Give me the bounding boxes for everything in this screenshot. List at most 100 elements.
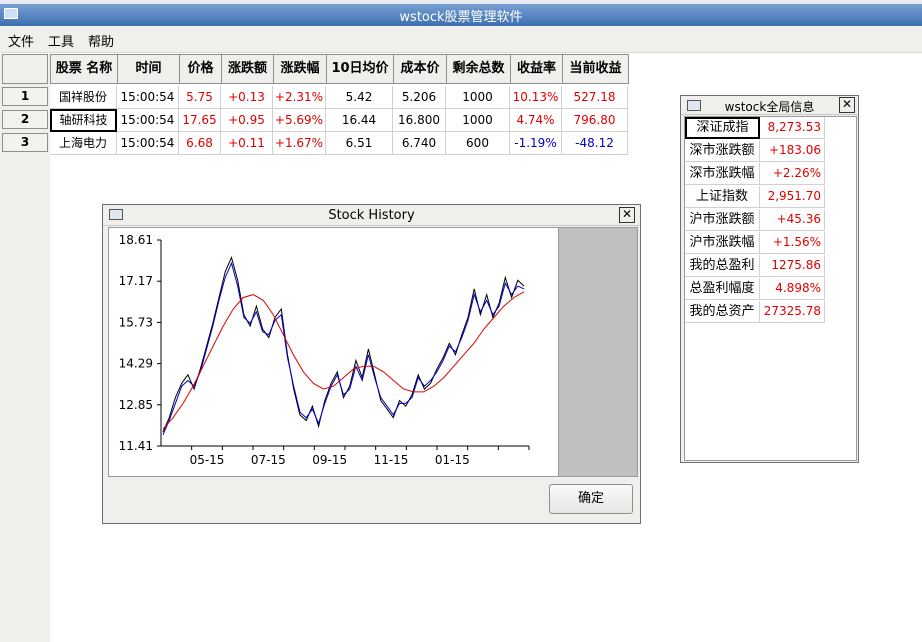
- table-cell[interactable]: -48.12: [562, 132, 628, 155]
- table-cell[interactable]: 4.74%: [510, 109, 562, 132]
- column-header[interactable]: 收益率: [510, 54, 563, 84]
- info-table: 深证成指 8,273.53 深市涨跌额 +183.06 深市涨跌幅 +2.26% 上证指数 2…: [684, 116, 857, 461]
- ok-button[interactable]: 确定: [549, 484, 633, 514]
- info-label[interactable]: 沪市涨跌额: [685, 209, 760, 231]
- series-line-2: [162, 291, 525, 430]
- table-cell[interactable]: 轴研科技: [50, 109, 117, 132]
- table-cell[interactable]: +0.95: [221, 109, 273, 132]
- info-label[interactable]: 总盈利幅度: [685, 278, 760, 300]
- table-cell[interactable]: 1000: [446, 86, 510, 109]
- table-cell[interactable]: 6.68: [179, 132, 221, 155]
- info-label[interactable]: 上证指数: [685, 186, 760, 208]
- column-header[interactable]: 涨跌幅: [273, 54, 327, 84]
- table-cell[interactable]: 796.80: [562, 109, 628, 132]
- row-header-gutter: [0, 54, 50, 642]
- column-header[interactable]: 股票 名称: [50, 54, 118, 84]
- table-cell[interactable]: +2.31%: [273, 86, 326, 109]
- column-header[interactable]: 时间: [117, 54, 180, 84]
- row-header[interactable]: 1: [2, 87, 48, 106]
- table-cell[interactable]: 15:00:54: [117, 132, 179, 155]
- table-cell[interactable]: 16.800: [393, 109, 446, 132]
- info-label[interactable]: 我的总盈利: [685, 255, 760, 277]
- y-tick-label: 14.29: [119, 357, 153, 371]
- row-header[interactable]: 3: [2, 133, 48, 152]
- row-header[interactable]: 2: [2, 110, 48, 129]
- y-tick-label: 12.85: [119, 398, 153, 412]
- info-label[interactable]: 我的总资产: [685, 301, 760, 323]
- table-cell[interactable]: 16.44: [326, 109, 393, 132]
- info-label[interactable]: 深市涨跌额: [685, 140, 760, 162]
- close-button[interactable]: ✕: [619, 207, 635, 223]
- stock-history-dialog: Stock History ✕ 18.61 17.17 15.73 14.29 12.8…: [102, 204, 641, 524]
- menu-help[interactable]: 帮助: [88, 35, 115, 50]
- table-cell[interactable]: +5.69%: [273, 109, 326, 132]
- app-icon[interactable]: [4, 8, 18, 19]
- x-tick-label: 07-15: [251, 453, 286, 467]
- info-label[interactable]: 深证成指: [685, 117, 760, 139]
- window-icon[interactable]: [687, 100, 701, 111]
- top-strip: [0, 0, 922, 4]
- table-cell[interactable]: 5.75: [179, 86, 221, 109]
- info-label[interactable]: 沪市涨跌幅: [685, 232, 760, 254]
- x-tick-label: 01-15: [435, 453, 470, 467]
- info-value[interactable]: +2.26%: [760, 163, 825, 185]
- table-corner-button[interactable]: [2, 54, 48, 84]
- info-value[interactable]: 8,273.53: [760, 117, 825, 139]
- table-cell[interactable]: 600: [446, 132, 510, 155]
- info-value[interactable]: 27325.78: [760, 301, 825, 323]
- chart-side-panel: [558, 227, 638, 477]
- menu-tools[interactable]: 工具: [48, 35, 75, 50]
- table-cell[interactable]: 国祥股份: [50, 86, 117, 109]
- info-value[interactable]: +45.36: [760, 209, 825, 231]
- table-cell[interactable]: 1000: [446, 109, 510, 132]
- dialog-titlebar: Stock History ✕: [103, 205, 640, 226]
- info-label[interactable]: 深市涨跌幅: [685, 163, 760, 185]
- window-icon[interactable]: [109, 209, 123, 220]
- table-cell[interactable]: 527.18: [562, 86, 628, 109]
- close-button[interactable]: ✕: [839, 97, 855, 113]
- y-tick-label: 17.17: [119, 274, 153, 288]
- table-cell[interactable]: 6.740: [393, 132, 446, 155]
- table-cell[interactable]: +1.67%: [273, 132, 326, 155]
- window-title: wstock股票管理软件: [399, 10, 523, 25]
- table-cell[interactable]: +0.13: [221, 86, 273, 109]
- column-header[interactable]: 价格: [179, 54, 222, 84]
- x-tick-label: 09-15: [312, 453, 347, 467]
- price-history-chart: 18.61 17.17 15.73 14.29 12.85 11.41 05-15 07-15…: [119, 233, 530, 467]
- info-value[interactable]: 4.898%: [760, 278, 825, 300]
- table-cell[interactable]: 17.65: [179, 109, 221, 132]
- menu-file[interactable]: 文件: [8, 35, 35, 50]
- table-cell[interactable]: 15:00:54: [117, 109, 179, 132]
- x-tick-label: 05-15: [190, 453, 225, 467]
- menu-bar: 文件 工具 帮助: [0, 26, 922, 53]
- table-cell[interactable]: 6.51: [326, 132, 393, 155]
- column-header[interactable]: 涨跌额: [221, 54, 274, 84]
- table-cell[interactable]: 10.13%: [510, 86, 562, 109]
- info-value[interactable]: 1275.86: [760, 255, 825, 277]
- column-header[interactable]: 当前收益: [562, 54, 629, 84]
- table-cell[interactable]: 5.206: [393, 86, 446, 109]
- info-panel-title: wstock全局信息: [724, 100, 815, 114]
- table-cell[interactable]: +0.11: [221, 132, 273, 155]
- chart-area: 18.61 17.17 15.73 14.29 12.85 11.41 05-15 07-15…: [108, 227, 560, 477]
- table-cell[interactable]: -1.19%: [510, 132, 562, 155]
- y-tick-label: 11.41: [119, 439, 153, 453]
- column-header[interactable]: 成本价: [393, 54, 447, 84]
- info-value[interactable]: +1.56%: [760, 232, 825, 254]
- series-line-1: [162, 261, 525, 435]
- info-value[interactable]: 2,951.70: [760, 186, 825, 208]
- y-tick-label: 18.61: [119, 233, 153, 247]
- series-line-0: [162, 256, 525, 433]
- dialog-title: Stock History: [328, 208, 415, 223]
- column-header[interactable]: 剩余总数: [446, 54, 511, 84]
- table-cell[interactable]: 上海电力: [50, 132, 117, 155]
- info-panel-titlebar: wstock全局信息 ✕: [681, 96, 858, 115]
- column-header[interactable]: 10日均价: [326, 54, 394, 84]
- table-cell[interactable]: 15:00:54: [117, 86, 179, 109]
- global-info-panel: wstock全局信息 ✕ 深证成指 8,273.53 深市涨跌额 +183.06 深市涨…: [680, 95, 859, 463]
- x-tick-label: 11-15: [374, 453, 409, 467]
- table-cell[interactable]: 5.42: [326, 86, 393, 109]
- y-tick-label: 15.73: [119, 315, 153, 329]
- window-titlebar: wstock股票管理软件: [0, 0, 922, 26]
- info-value[interactable]: +183.06: [760, 140, 825, 162]
